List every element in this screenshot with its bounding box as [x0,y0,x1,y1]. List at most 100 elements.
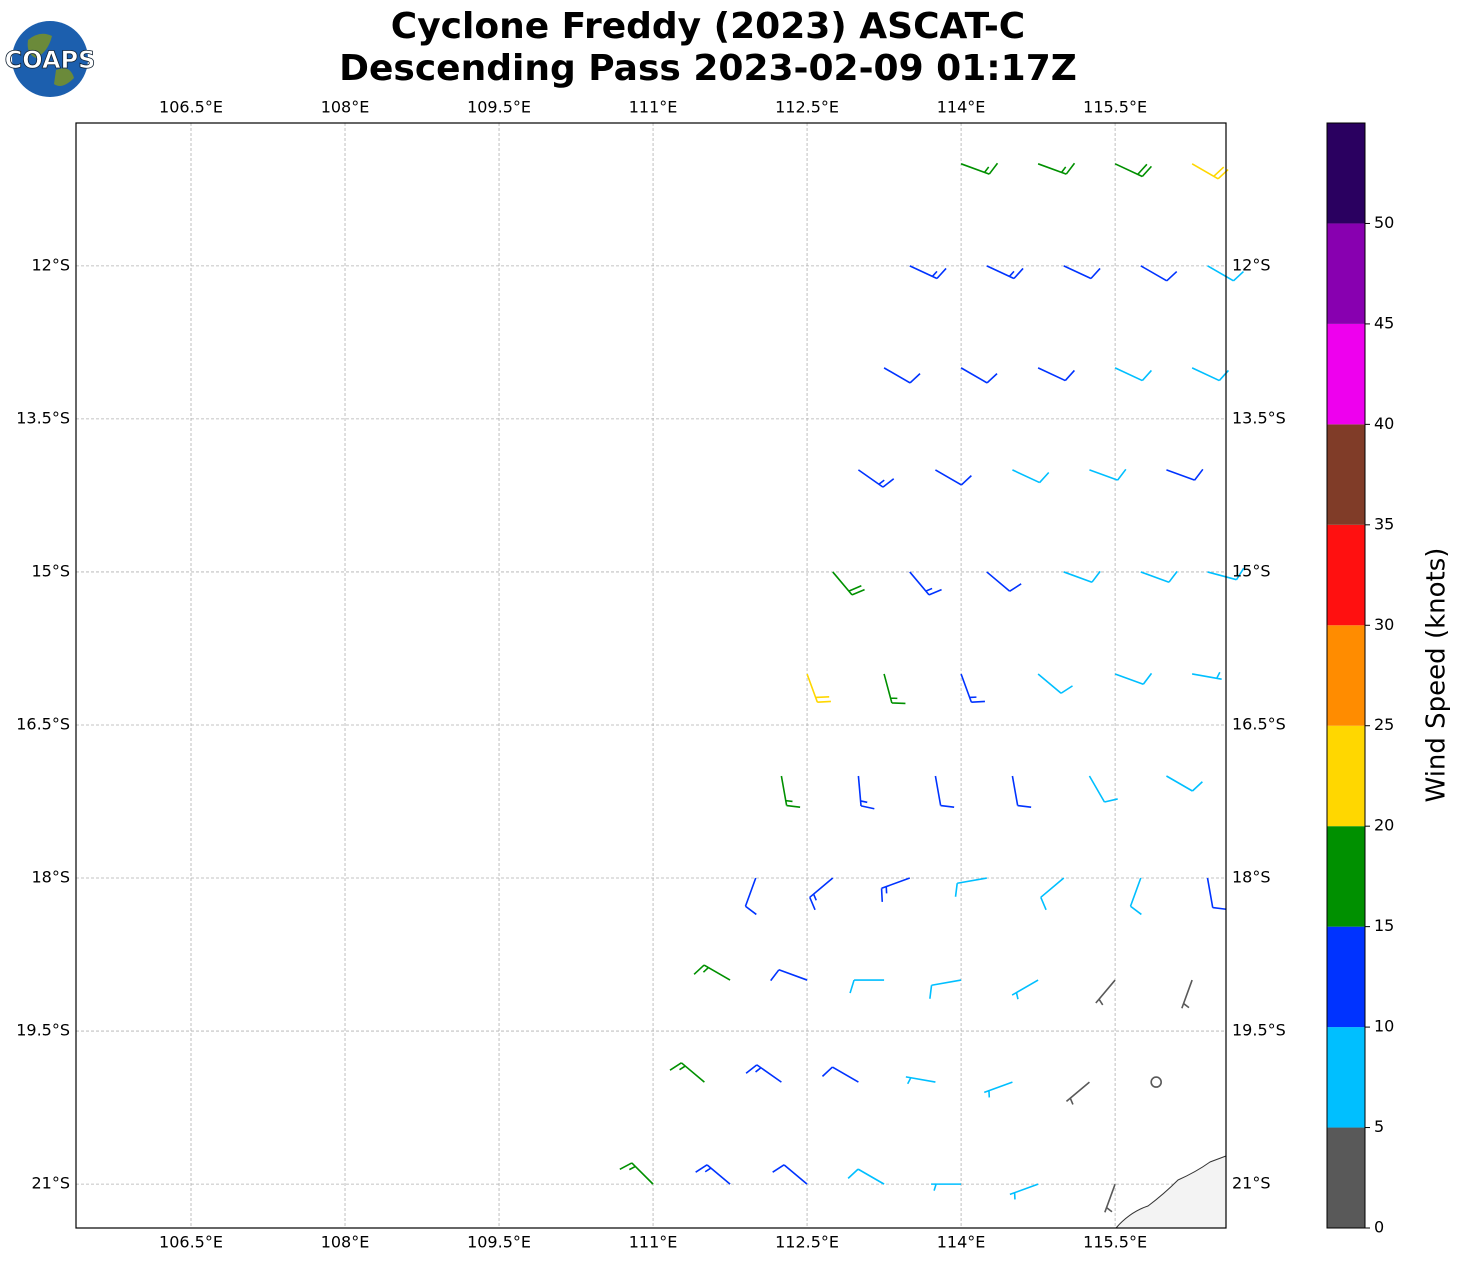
wind-barb [1191,163,1229,180]
calm-circle [1150,1076,1162,1088]
y-tick-label: 21°S [1232,1174,1271,1193]
wind-barb [1207,567,1245,581]
wind-barb [1011,979,1039,1000]
colorbar-bin [1327,424,1365,525]
x-tick-label: 108°E [321,98,370,117]
x-tick-label: 112.5°E [775,98,839,117]
x-tick-label: 111°E [629,98,678,117]
colorbar-label: Wind Speed (knots) [1422,548,1452,803]
colorbar-tick-label: 40 [1374,414,1394,433]
colorbar-bin [1327,625,1365,726]
wind-barb [960,162,999,175]
title-line: Cyclone Freddy (2023) ASCAT-C [391,6,1025,47]
wind-barb [960,673,985,703]
wind-barb [1011,775,1032,809]
colorbar-frame [1326,122,1366,1229]
colorbar-bin [1327,123,1365,224]
colorbar-tick-label: 35 [1374,514,1394,533]
y-tick-label: 13.5°S [16,408,70,427]
colorbar-bin [1327,1127,1365,1228]
wind-barb [883,673,906,705]
wind-barb [905,1076,936,1085]
colorbar-bin [1327,926,1365,1028]
wind-barb [986,571,1022,592]
logo: COAPS [4,21,96,97]
wind-barb [1114,367,1153,382]
wind-barb [1095,979,1116,1006]
wind-barb [1114,163,1153,178]
plot-area [76,123,1245,1228]
wind-barb [857,469,895,488]
wind-barb [1037,367,1076,382]
y-tick-label: 15°S [1232,561,1271,580]
wind-barb [847,1168,885,1185]
wind-barb [1166,468,1204,481]
wind-barb [1140,570,1178,583]
colorbar-bin [1327,323,1365,425]
wind-barb [1040,877,1065,911]
wind-barb [960,367,998,384]
colorbar-tick-label: 10 [1374,1017,1394,1036]
wind-barb [619,1162,654,1185]
wind-barb [669,1062,705,1083]
colorbar-bin [1327,725,1365,827]
wind-barb [770,969,808,982]
y-tick-label: 13.5°S [1232,408,1286,427]
wind-barb [1140,265,1178,282]
wind-barb [1037,162,1076,175]
wind-barb [1009,1183,1039,1200]
wind-barb [1037,673,1073,694]
logo-land [27,33,74,86]
y-tick-label: 16.5°S [1232,714,1286,733]
wind-barb [821,1066,859,1083]
y-tick-label: 18°S [31,868,70,887]
x-tick-label: 106.5°E [159,1233,223,1252]
wind-barb [1065,1081,1090,1105]
y-tick-label: 12°S [31,255,70,274]
colorbar: 0 5 10 15 20 25 30 35 40 45 50 [1326,122,1394,1237]
wind-barb [883,367,921,384]
wind-barb [931,1183,962,1191]
wind-barb [849,979,885,994]
y-tick-label: 19.5°S [1232,1021,1286,1040]
colorbar-tick-label: 30 [1374,615,1394,634]
wind-barb [744,877,757,916]
wind-barb [1104,1183,1116,1213]
y-tick-label: 19.5°S [16,1021,70,1040]
wind-barb [1088,775,1118,803]
x-tick-label: 115.5°E [1083,1233,1147,1252]
wind-barb [832,571,865,596]
wind-barb [1114,672,1153,685]
y-tick-label: 16.5°S [16,714,70,733]
x-tick-label: 109.5°E [467,98,531,117]
colorbar-tick-label: 15 [1374,916,1394,935]
x-tick-label: 108°E [321,1233,370,1252]
logo-text: COAPS [5,46,96,74]
x-tick-label: 115.5°E [1083,98,1147,117]
wind-barb [695,1164,731,1185]
wind-barb [857,775,875,810]
wind-barb [929,979,962,999]
wind-barb [1166,775,1203,792]
colorbar-tick-label: 5 [1374,1117,1384,1136]
wind-barb [806,673,831,703]
x-tick-label: 111°E [629,1233,678,1252]
colorbar-tick-label: 20 [1374,816,1394,835]
wind-barb [909,265,947,280]
wind-barb [1129,877,1142,916]
wind-barb [1191,367,1230,382]
wind-barb [1206,877,1227,911]
wind-barb [1191,671,1222,680]
x-tick-label: 112.5°E [775,1233,839,1252]
wind-barb [909,571,942,596]
colorbar-bin [1327,223,1365,324]
colorbar-bin [1327,1027,1365,1128]
wind-barb [934,775,955,809]
y-tick-label: 18°S [1232,868,1271,887]
wind-barb [1063,265,1101,280]
wind-barb [780,775,801,809]
colorbar-tick-label: 0 [1374,1218,1384,1237]
x-tick-label: 114°E [937,1233,986,1252]
wind-barb [954,877,987,897]
